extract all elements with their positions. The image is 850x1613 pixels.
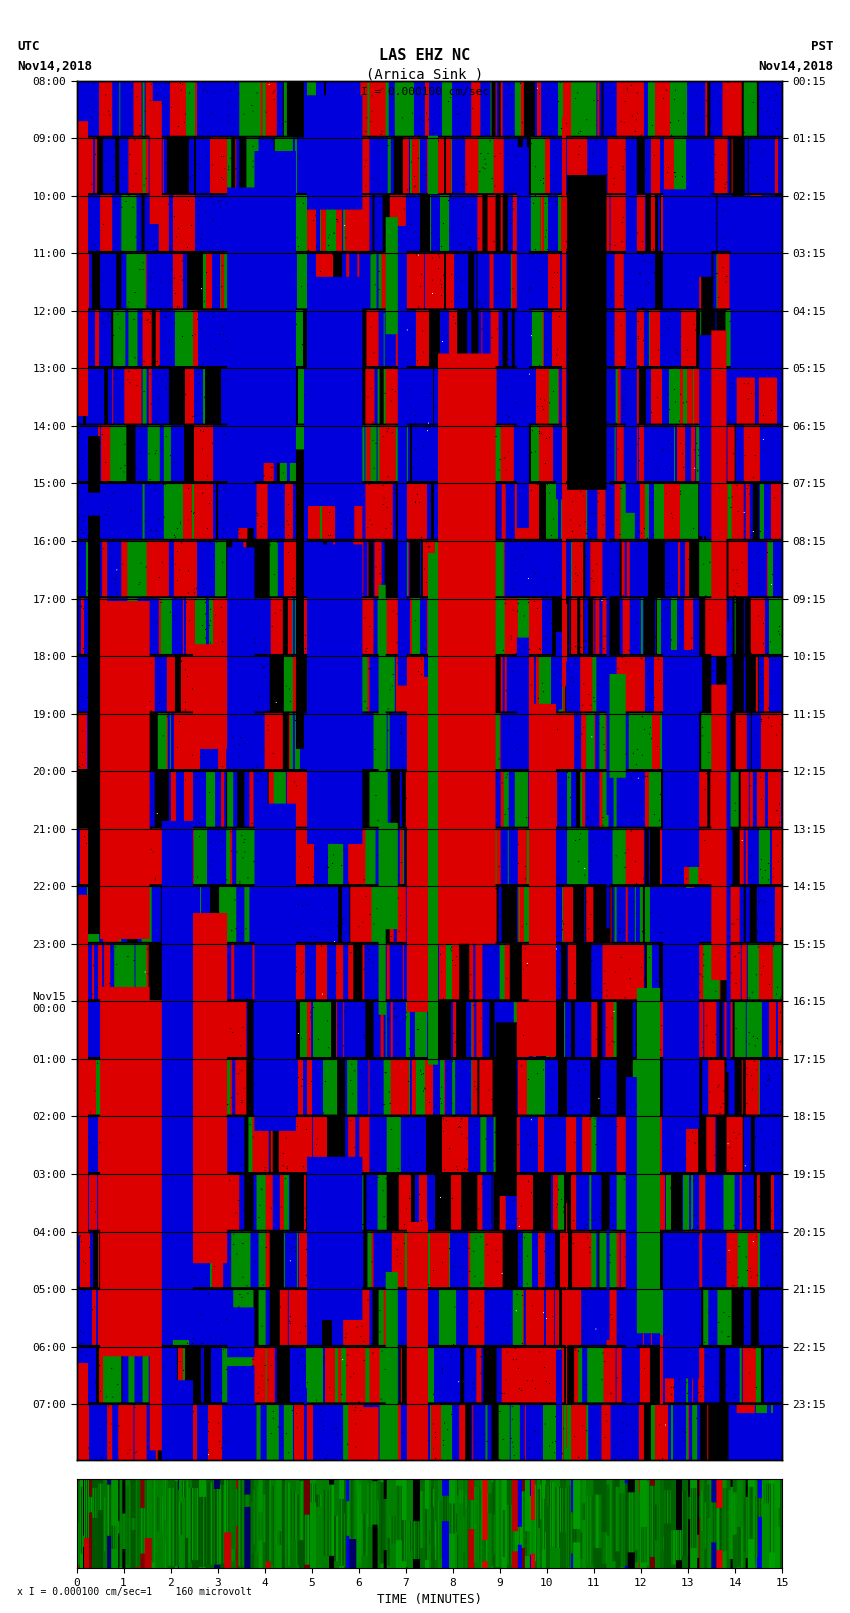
Text: I = 0.000100 cm/sec: I = 0.000100 cm/sec bbox=[361, 87, 489, 97]
X-axis label: TIME (MINUTES): TIME (MINUTES) bbox=[377, 1594, 482, 1607]
Text: LAS EHZ NC: LAS EHZ NC bbox=[379, 48, 471, 63]
Text: UTC: UTC bbox=[17, 40, 39, 53]
Text: x I = 0.000100 cm/sec=1    160 microvolt: x I = 0.000100 cm/sec=1 160 microvolt bbox=[17, 1587, 252, 1597]
Text: Nov14,2018: Nov14,2018 bbox=[17, 60, 92, 73]
Text: Nov14,2018: Nov14,2018 bbox=[758, 60, 833, 73]
Text: PST: PST bbox=[811, 40, 833, 53]
Text: (Arnica Sink ): (Arnica Sink ) bbox=[366, 68, 484, 82]
